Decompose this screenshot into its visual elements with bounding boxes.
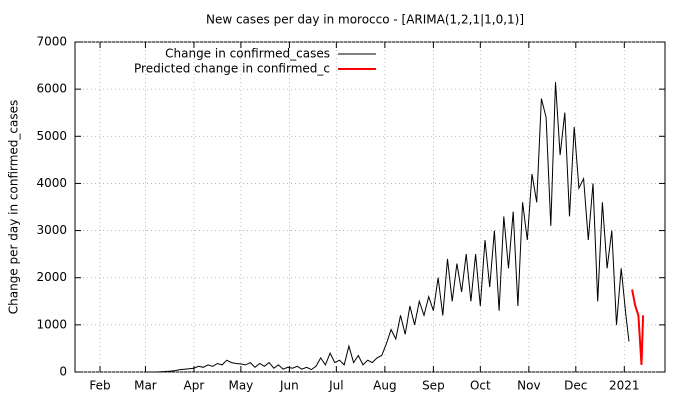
y-tick-label: 5000 xyxy=(36,129,67,143)
legend-label: Change in confirmed_cases xyxy=(165,47,330,61)
plot-frame xyxy=(74,41,666,373)
x-tick-label: Aug xyxy=(373,379,396,393)
x-tick-label: Apr xyxy=(184,379,205,393)
y-tick-label: 0 xyxy=(59,365,67,379)
y-tick-label: 2000 xyxy=(36,270,67,284)
y-tick-label: 6000 xyxy=(36,82,67,96)
y-axis-label: Change per day in confirmed_cases xyxy=(7,100,21,315)
y-tick-label: 3000 xyxy=(36,223,67,237)
x-tick-label: Dec xyxy=(564,379,587,393)
y-tick-label: 4000 xyxy=(36,176,67,190)
chart-title: New cases per day in morocco - [ARIMA(1,… xyxy=(206,13,524,27)
y-tick-label: 1000 xyxy=(36,317,67,331)
x-tick-label: Mar xyxy=(134,379,157,393)
x-tick-label: May xyxy=(228,379,253,393)
series-line xyxy=(631,289,645,365)
x-tick-label: Oct xyxy=(470,379,491,393)
x-tick-label: Nov xyxy=(517,379,540,393)
x-tick-label: Jul xyxy=(328,379,343,393)
x-tick-label: Feb xyxy=(89,379,110,393)
series-line xyxy=(147,82,630,373)
legend-label: Predicted change in confirmed_c xyxy=(134,62,330,76)
x-tick-label: Sep xyxy=(422,379,445,393)
x-tick-label: Jun xyxy=(279,379,299,393)
x-tick-label: 2021 xyxy=(609,379,640,393)
y-tick-label: 7000 xyxy=(36,35,67,49)
